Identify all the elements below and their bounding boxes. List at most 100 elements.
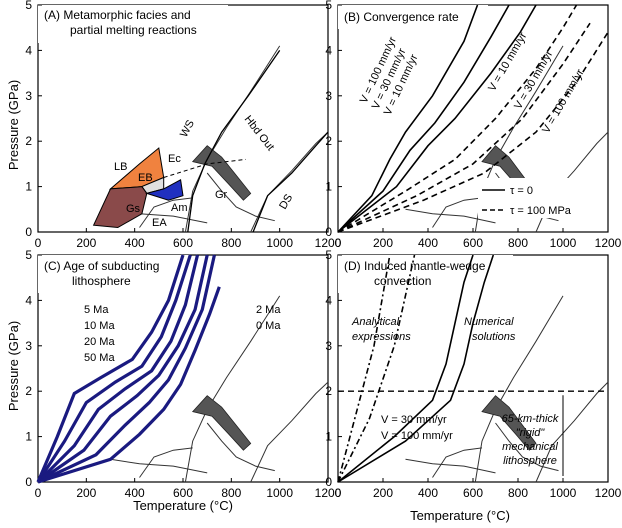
panel-a-reaction-line-1 — [250, 131, 329, 233]
panel-c-xtick-label-1: 200 — [76, 486, 96, 500]
panel-d-reaction-line-3 — [405, 458, 496, 474]
panel-b-xtick-label-1: 200 — [373, 236, 393, 250]
panel-b-ytick-label-5: 5 — [325, 0, 332, 12]
panel-a-xtick-label-1: 200 — [76, 236, 96, 250]
panel-c-ytick-label-1: 1 — [25, 430, 32, 444]
annot-b-v10-right: V = 10 mm/yr — [486, 30, 529, 93]
label-gr: Gr — [215, 189, 228, 201]
annot-d-numerical-1: Numerical — [464, 316, 514, 328]
annot-d-v30: V = 30 mm/yr — [381, 414, 447, 426]
panel-c-xtick-label-5: 1000 — [266, 486, 293, 500]
facies-am-region — [145, 179, 184, 201]
panel-a: (A) Metamorphic facies and partial melti… — [25, 0, 341, 250]
panel-b-series-3 — [337, 4, 578, 233]
panel-d-hbd-out-band — [481, 395, 537, 451]
panel-c-title-line-2: lithosphere — [72, 274, 131, 288]
panel-b-ytick-label-4: 4 — [325, 43, 332, 57]
panel-c-series-2-ma — [37, 254, 216, 484]
annot-c-2ma: 2 Ma — [256, 304, 281, 316]
panel-b-series-1 — [337, 4, 510, 233]
annot-c-50ma: 50 Ma — [84, 352, 115, 364]
panel-a-ytick-label-0: 0 — [25, 225, 32, 239]
annot-b-v30-right: V = 30 mm/yr — [512, 48, 555, 111]
panel-c-xtick-label-2: 400 — [125, 486, 145, 500]
panel-d-title-line-2: convection — [374, 274, 431, 288]
panel-d-xtick-label-4: 800 — [508, 486, 528, 500]
panel-d-series-0 — [337, 254, 391, 483]
panel-b-reaction-line-4 — [432, 197, 483, 228]
panel-b-xtick-label-2: 400 — [418, 236, 438, 250]
panel-b-series-5 — [337, 31, 609, 233]
panel-d-reaction-line-2 — [495, 422, 559, 472]
label-am: Am — [171, 202, 188, 214]
panel-d-title-line-1: (D) Induced mantle-wedge — [344, 259, 486, 273]
annot-d-analytical-2: expressions — [352, 331, 411, 343]
panel-c-reaction-line-4 — [139, 447, 193, 478]
panel-b-series-4 — [337, 22, 591, 233]
panel-d-ytick-label-2: 2 — [325, 384, 332, 398]
panel-a-ytick-label-4: 4 — [25, 43, 32, 57]
panel-a-ytick-label-5: 5 — [25, 0, 32, 12]
panel-a-dashed-reaction — [163, 158, 246, 178]
x-axis-label-right: Temperature (°C) — [410, 508, 510, 523]
panel-c-series-10-ma — [36, 254, 192, 483]
panel-a-xtick-label-0: 0 — [35, 236, 42, 250]
x-axis-label-left: Temperature (°C) — [133, 498, 233, 513]
panel-b-xtick-label-4: 800 — [508, 236, 528, 250]
panel-d: (D) Induced mantle-wedge convection 0 200… — [325, 248, 621, 500]
panel-c-ytick-label-0: 0 — [25, 475, 32, 489]
panel-b-xtick-label-3: 600 — [463, 236, 483, 250]
panel-d-xtick-label-5: 1000 — [550, 486, 577, 500]
panel-b-title: (B) Convergence rate — [344, 10, 459, 24]
panel-d-reaction-line-1 — [535, 381, 609, 483]
panel-c: (C) Age of subducting lithosphere 0 200 40… — [25, 248, 341, 500]
panel-c-reaction-line-2 — [206, 422, 275, 472]
panel-d-ytick-label-4: 4 — [325, 293, 332, 307]
panel-a-title-line-1: (A) Metamorphic facies and — [44, 8, 191, 22]
panel-a-xtick-label-5: 1000 — [266, 236, 293, 250]
panel-c-reaction-line-3 — [110, 458, 208, 474]
label-gs: Gs — [126, 203, 141, 215]
panel-c-xtick-label-4: 800 — [221, 486, 241, 500]
panel-a-xtick-label-4: 800 — [221, 236, 241, 250]
label-ws: WS — [178, 118, 197, 139]
panel-d-reaction-line-4 — [432, 447, 483, 478]
annot-c-5ma: 5 Ma — [84, 304, 109, 316]
panel-d-ytick-label-0: 0 — [325, 475, 332, 489]
annot-d-litho-2: "rigid" — [516, 427, 546, 439]
y-axis-label-top: Pressure (GPa) — [6, 80, 21, 170]
panel-b-ytick-label-3: 3 — [325, 89, 332, 103]
panel-a-title-box: (A) Metamorphic facies and partial melti… — [38, 5, 228, 43]
label-ds: DS — [277, 192, 295, 211]
annot-b-v100-right: V = 100 mm/yr — [540, 67, 586, 135]
label-lb: LB — [114, 161, 127, 173]
panel-b-series-0 — [337, 4, 479, 233]
label-ea: EA — [152, 217, 167, 229]
panel-d-ytick-label-5: 5 — [325, 248, 332, 262]
panel-c-ytick-label-4: 4 — [25, 293, 32, 307]
panel-c-ytick-label-5: 5 — [25, 248, 32, 262]
annot-c-20ma: 20 Ma — [84, 336, 115, 348]
panel-d-series-2 — [337, 254, 495, 483]
panel-a-xtick-label-2: 400 — [125, 236, 145, 250]
label-hbd-out: Hbd Out — [242, 113, 277, 153]
panel-c-ytick-label-2: 2 — [25, 384, 32, 398]
panel-c-reaction-line-1 — [250, 381, 329, 483]
panel-d-xtick-label-3: 600 — [463, 486, 483, 500]
panel-a-ytick-label-3: 3 — [25, 89, 32, 103]
panel-d-xtick-label-6: 1200 — [595, 486, 622, 500]
panel-b-xtick-label-0: 0 — [335, 236, 342, 250]
panel-b: (B) Convergence rate 0 200 400 600 800 1000 12… — [325, 0, 621, 250]
panel-c-series-5-ma — [36, 254, 185, 483]
panel-a-title-line-2: partial melting reactions — [70, 23, 197, 37]
panel-c-xtick-label-3: 600 — [173, 486, 193, 500]
panel-d-ytick-label-3: 3 — [325, 339, 332, 353]
legend-tau-100: τ = 100 MPa — [510, 205, 572, 217]
annot-d-analytical-1: Analytical — [351, 316, 400, 328]
panel-c-xtick-label-0: 0 — [35, 486, 42, 500]
legend-tau-0: τ = 0 — [510, 185, 533, 197]
panel-d-xtick-label-0: 0 — [335, 486, 342, 500]
panel-b-series-2 — [337, 4, 537, 233]
panel-c-hbd-out-band — [191, 395, 252, 451]
annot-d-numerical-2: solutions — [472, 331, 516, 343]
